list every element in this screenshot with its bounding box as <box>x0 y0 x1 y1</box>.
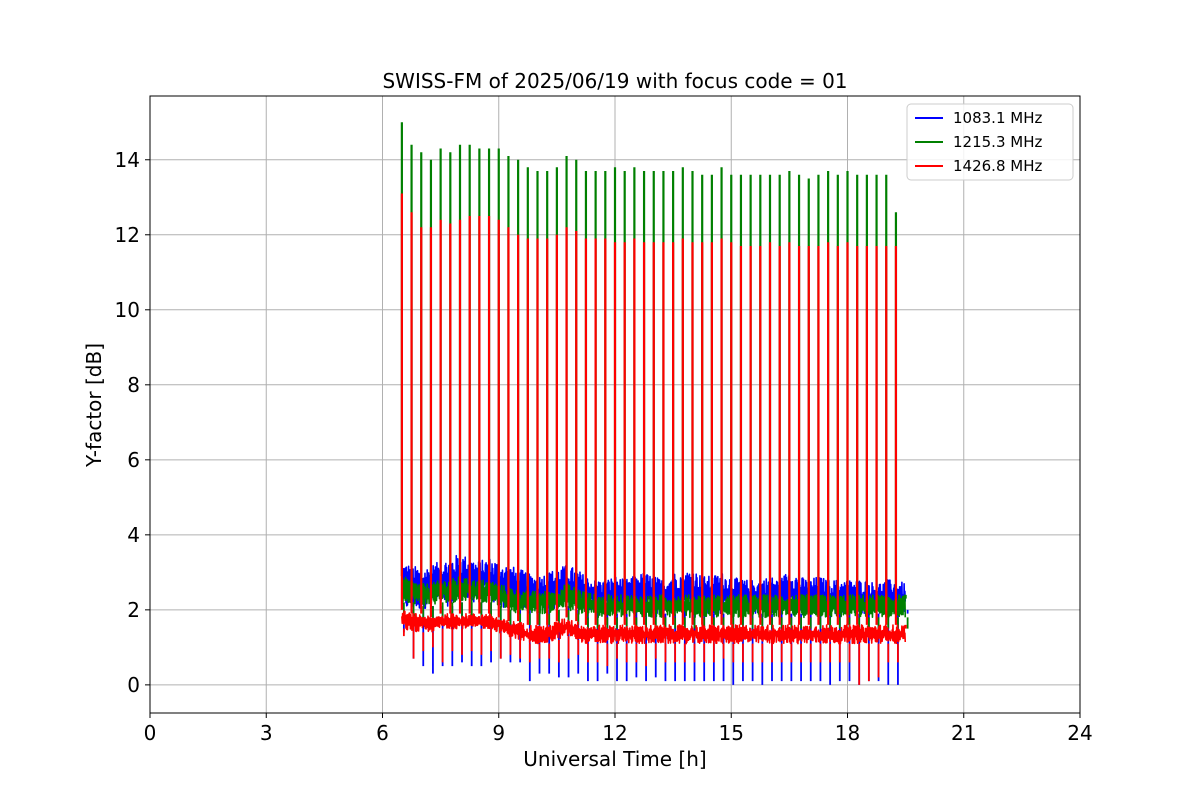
series-layer <box>400 122 909 685</box>
y-tick-label: 4 <box>127 523 140 547</box>
legend-label: 1426.8 MHz <box>953 157 1042 175</box>
legend-box <box>906 103 1074 181</box>
legend: 1083.1 MHz 1215.3 MHz 1426.8 MHz <box>906 103 1074 181</box>
series-band-trace <box>401 610 907 645</box>
series-1426-8-mhz <box>400 193 907 685</box>
legend-label: 1083.1 MHz <box>953 109 1042 127</box>
chart-title: SWISS-FM of 2025/06/19 with focus code =… <box>382 69 847 93</box>
x-tick-label: 6 <box>376 721 389 745</box>
y-axis-label: Y-factor [dB] <box>82 343 106 468</box>
x-tick-label: 9 <box>492 721 505 745</box>
y-tick-label: 12 <box>115 223 140 247</box>
x-tick-label: 18 <box>835 721 860 745</box>
y-tick-label: 6 <box>127 448 140 472</box>
y-tick-label: 10 <box>115 298 140 322</box>
x-tick-label: 15 <box>719 721 744 745</box>
x-tick-label: 12 <box>602 721 627 745</box>
x-tick-label: 24 <box>1067 721 1092 745</box>
y-tick-label: 8 <box>127 373 140 397</box>
x-axis-label: Universal Time [h] <box>523 747 706 771</box>
y-tick-label: 0 <box>127 673 140 697</box>
x-tick-label: 21 <box>951 721 976 745</box>
legend-label: 1215.3 MHz <box>953 133 1042 151</box>
y-tick-label: 2 <box>127 598 140 622</box>
y-tick-label: 14 <box>115 148 140 172</box>
x-tick-label: 3 <box>260 721 273 745</box>
x-tick-label: 0 <box>144 721 157 745</box>
